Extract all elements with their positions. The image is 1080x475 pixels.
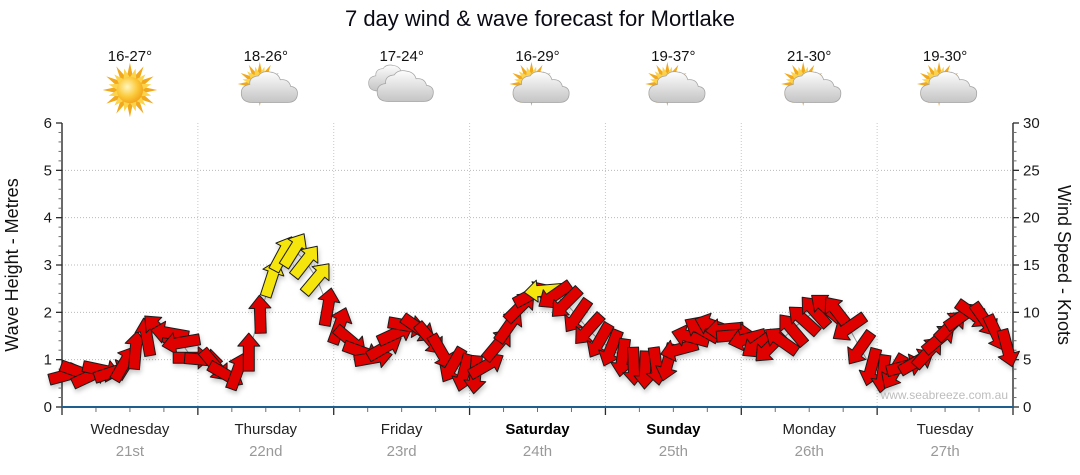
cloud-shape — [784, 71, 842, 103]
day-column-header-saturday: 16-29° — [509, 48, 570, 107]
day-date: 22nd — [249, 443, 282, 460]
wind-axis-number: 25 — [1023, 162, 1040, 179]
day-date: 25th — [659, 443, 688, 460]
wind-arrow — [801, 296, 833, 330]
wind-arrow — [248, 294, 272, 334]
right-axis-label: Wind Speed - Knots — [1054, 185, 1074, 345]
wave-axis-number: 6 — [44, 115, 52, 132]
wave-axis-number: 1 — [44, 352, 52, 369]
wind-axis-number: 10 — [1023, 304, 1040, 321]
wind-axis-number: 30 — [1023, 115, 1040, 132]
weather-icon-sunny — [102, 62, 158, 118]
wind-arrow — [439, 345, 468, 383]
wave-axis-number: 5 — [44, 162, 52, 179]
wind-axis-number: 20 — [1023, 210, 1040, 227]
wind-arrow — [161, 332, 202, 355]
weather-icon-sun-cloud — [916, 61, 978, 107]
day-name: Thursday — [235, 421, 298, 438]
wind-arrow — [788, 306, 822, 338]
page-title: 7 day wind & wave forecast for Mortlake — [344, 6, 736, 31]
wind-arrows-layer — [47, 233, 1020, 395]
day-temp: 16-29° — [515, 48, 559, 65]
day-column-header-tuesday: 19-30° — [916, 48, 978, 107]
wind-arrow — [278, 233, 308, 270]
wind-arrow — [832, 311, 869, 341]
day-column-header-monday: 21-30° — [781, 48, 842, 107]
day-date: 24th — [523, 443, 552, 460]
wave-axis-number: 3 — [44, 257, 52, 274]
weather-icon-sun-cloud — [237, 61, 298, 107]
day-column-header-friday: 17-24° — [368, 48, 434, 102]
sun-shape — [102, 62, 158, 118]
day-name: Friday — [381, 421, 423, 438]
wind-arrow — [858, 346, 883, 387]
weather-icon-sun-cloud — [781, 61, 842, 107]
day-date: 27th — [930, 443, 959, 460]
day-name: Monday — [783, 421, 837, 438]
wind-arrow — [779, 314, 810, 348]
day-temp: 16-27° — [108, 48, 152, 65]
weather-icon-sun-cloud — [509, 61, 570, 107]
wave-axis-number: 0 — [44, 399, 52, 416]
day-date: 23rd — [387, 443, 417, 460]
wind-arrow — [575, 311, 606, 345]
day-date: 21st — [116, 443, 145, 460]
cloud-shape — [512, 71, 570, 103]
weather-icon-sun-cloud — [645, 61, 706, 107]
wind-arrow — [586, 320, 615, 358]
left-axis-label: Wave Height - Metres — [2, 178, 22, 351]
wind-arrow — [551, 285, 584, 317]
day-temp: 17-24° — [379, 48, 423, 65]
day-name: Saturday — [505, 421, 570, 438]
day-column-header-wednesday: 16-27° — [102, 48, 158, 118]
day-temp: 21-30° — [787, 48, 831, 65]
cloud-shape — [240, 71, 298, 103]
wind-arrow — [288, 245, 319, 281]
weather-icon-cloudy — [368, 64, 434, 102]
day-date: 26th — [795, 443, 824, 460]
sun-disc — [116, 76, 144, 104]
wind-axis-number: 5 — [1023, 352, 1031, 369]
wave-axis-number: 4 — [44, 210, 52, 227]
wind-arrow — [426, 332, 455, 370]
wind-arrow — [764, 327, 801, 357]
day-temp: 19-37° — [651, 48, 695, 65]
cloud-shape — [648, 71, 706, 103]
wind-arrow — [299, 263, 330, 297]
wave-axis-number: 2 — [44, 304, 52, 321]
wind-arrow — [996, 328, 1020, 368]
watermark: www.seabreeze.com.au — [880, 388, 1008, 402]
day-temp: 19-30° — [923, 48, 967, 65]
day-temp: 18-26° — [244, 48, 288, 65]
day-name: Sunday — [646, 421, 701, 438]
day-column-header-thursday: 18-26° — [237, 48, 298, 107]
chart-generated-content: 0 1 2 3 4 5 6 0 5 10 15 20 25 30 16-27° Wednesday 21st 18… — [44, 48, 1040, 460]
wind-arrow — [237, 332, 261, 372]
wind-arrow — [847, 329, 877, 365]
wind-arrow — [598, 328, 624, 367]
day-name: Tuesday — [917, 421, 974, 438]
cloud-shape — [376, 70, 434, 102]
cloud-shape — [920, 71, 978, 103]
wind-arrow — [564, 296, 594, 333]
wind-axis-number: 0 — [1023, 399, 1031, 416]
day-name: Wednesday — [90, 421, 169, 438]
wind-arrow — [317, 287, 341, 327]
wind-axis-number: 15 — [1023, 257, 1040, 274]
day-column-header-sunday: 19-37° — [645, 48, 706, 107]
